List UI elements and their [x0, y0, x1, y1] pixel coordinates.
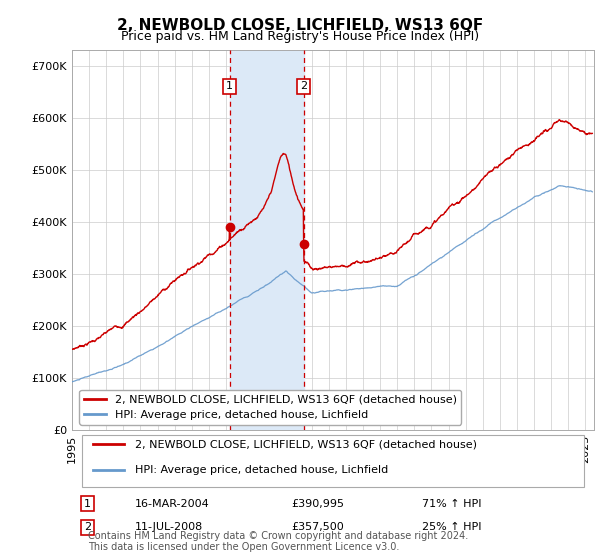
Text: 25% ↑ HPI: 25% ↑ HPI [422, 522, 481, 533]
Text: 2, NEWBOLD CLOSE, LICHFIELD, WS13 6QF: 2, NEWBOLD CLOSE, LICHFIELD, WS13 6QF [117, 18, 483, 32]
Text: 1: 1 [84, 499, 91, 508]
Text: 2: 2 [300, 81, 307, 91]
Text: £357,500: £357,500 [291, 522, 344, 533]
Text: 2: 2 [84, 522, 91, 533]
Legend: 2, NEWBOLD CLOSE, LICHFIELD, WS13 6QF (detached house), HPI: Average price, deta: 2, NEWBOLD CLOSE, LICHFIELD, WS13 6QF (d… [79, 390, 461, 424]
Text: HPI: Average price, detached house, Lichfield: HPI: Average price, detached house, Lich… [134, 465, 388, 475]
Text: 16-MAR-2004: 16-MAR-2004 [134, 499, 209, 508]
Text: 1: 1 [226, 81, 233, 91]
Text: Contains HM Land Registry data © Crown copyright and database right 2024.
This d: Contains HM Land Registry data © Crown c… [88, 531, 468, 553]
Bar [230, 50, 304, 430]
Text: Price paid vs. HM Land Registry's House Price Index (HPI): Price paid vs. HM Land Registry's House … [121, 30, 479, 43]
Text: £390,995: £390,995 [291, 499, 344, 508]
Text: 71% ↑ HPI: 71% ↑ HPI [422, 499, 481, 508]
Text: 11-JUL-2008: 11-JUL-2008 [134, 522, 203, 533]
Text: 2, NEWBOLD CLOSE, LICHFIELD, WS13 6QF (detached house): 2, NEWBOLD CLOSE, LICHFIELD, WS13 6QF (d… [134, 440, 476, 449]
